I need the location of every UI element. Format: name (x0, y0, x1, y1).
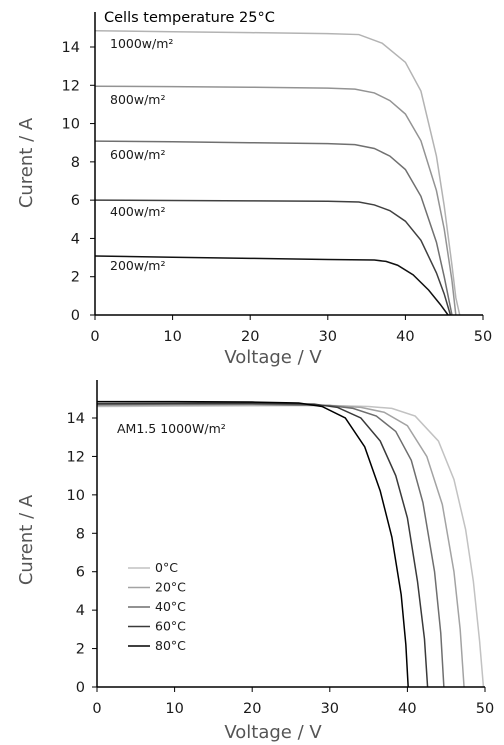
chart-1-series-5-label: 200w/m² (110, 258, 165, 273)
chart-1-y-tick-label: 6 (71, 193, 80, 209)
chart-1-labels-layer: 1000w/m² 800w/m² 600w/m² 400w/m² 200w/m² (110, 36, 173, 273)
chart-2-y-tick-label: 2 (76, 642, 85, 658)
chart-1-y-axis-label: Curent / A (16, 117, 37, 208)
chart-1-y-tick-label: 2 (71, 270, 80, 286)
chart-1-series-2-line (94, 85, 457, 316)
chart-2-legend-label: 60°C (155, 619, 186, 634)
chart-1-series-3-label: 600w/m² (110, 147, 165, 162)
chart-1-y-tick-label: 12 (62, 78, 80, 94)
chart-2-series-1-line (96, 404, 485, 688)
chart-2-series-5-line (97, 400, 409, 688)
chart-2-legend: 0°C 20°C 40°C 60°C 80°C (128, 560, 186, 653)
chart-2-annotation: AM1.5 1000W/m² (117, 421, 226, 436)
chart-1-series-4-label: 400w/m² (110, 204, 165, 219)
chart-2-x-tick-label: 10 (165, 701, 183, 717)
chart-1-series-2-label: 800w/m² (110, 92, 165, 107)
chart-2-y-tick-label: 8 (76, 526, 85, 542)
chart-1-title: Cells temperature 25°C (104, 10, 275, 26)
chart-1-y-ticks: 0 2 4 6 8 10 12 14 (62, 40, 95, 324)
chart-1-x-axis-label: Voltage / V (224, 347, 322, 368)
chart-2-x-tick-label: 40 (398, 701, 416, 717)
chart-2-y-tick-label: 14 (67, 411, 85, 427)
chart-1-x-tick-label: 10 (163, 329, 181, 345)
chart-2-legend-label: 20°C (155, 580, 186, 595)
chart-1-y-tick-label: 14 (62, 40, 80, 56)
chart-1-y-tick-label: 10 (62, 117, 80, 133)
chart-2-y-tick-label: 6 (76, 565, 85, 581)
chart-1-series-1-label: 1000w/m² (110, 36, 173, 51)
chart-1-x-ticks: 0 10 20 30 40 50 (90, 315, 492, 345)
chart-2-y-tick-label: 0 (76, 680, 85, 696)
chart-1-y-tick-label: 0 (71, 308, 80, 324)
chart-1-x-tick-label: 20 (241, 329, 259, 345)
chart-1-x-tick-label: 30 (319, 329, 337, 345)
chart-1: Cells temperature 25°C 1000w/m²800w/m²60… (16, 10, 492, 368)
chart-2-x-ticks: 0 10 20 30 40 50 (92, 687, 494, 717)
chart-1-series-1-line (94, 29, 461, 316)
chart-1-series-4-line (94, 199, 452, 316)
chart-2-y-tick-label: 4 (76, 603, 85, 619)
chart-1-series-3-line (94, 140, 453, 316)
chart-1-y-tick-label: 4 (71, 231, 80, 247)
chart-1-y-tick-label: 8 (71, 155, 80, 171)
chart-2-x-tick-label: 30 (321, 701, 339, 717)
chart-2-y-axis-label: Curent / A (16, 494, 37, 585)
chart-1-x-tick-label: 40 (396, 329, 414, 345)
chart-1-series-5-line (94, 255, 449, 316)
chart-2-series-layer (96, 400, 485, 688)
chart-1-series-layer (94, 29, 461, 316)
chart-2-x-tick-label: 50 (476, 701, 494, 717)
chart-2-series-2-line (96, 403, 465, 688)
chart-1-x-tick-label: 0 (90, 329, 99, 345)
chart-2-y-tick-label: 12 (67, 449, 85, 465)
chart-2-legend-label: 40°C (155, 599, 186, 614)
chart-2-series-3-line (96, 403, 445, 688)
chart-2-x-tick-label: 0 (92, 701, 101, 717)
chart-2-legend-label: 0°C (155, 560, 178, 575)
chart-2-x-axis-label: Voltage / V (224, 722, 322, 743)
chart-2-legend-label: 80°C (155, 638, 186, 653)
chart-2-series-4-line (96, 402, 429, 688)
chart-2-x-tick-label: 20 (243, 701, 261, 717)
chart-1-x-tick-label: 50 (474, 329, 492, 345)
chart-2: AM1.5 1000W/m² 0°C20°C40°C60°C80°C 0 10 20… (16, 380, 494, 743)
chart-2-y-tick-label: 10 (67, 488, 85, 504)
chart-2-y-ticks: 0 2 4 6 8 10 12 14 (67, 411, 97, 696)
